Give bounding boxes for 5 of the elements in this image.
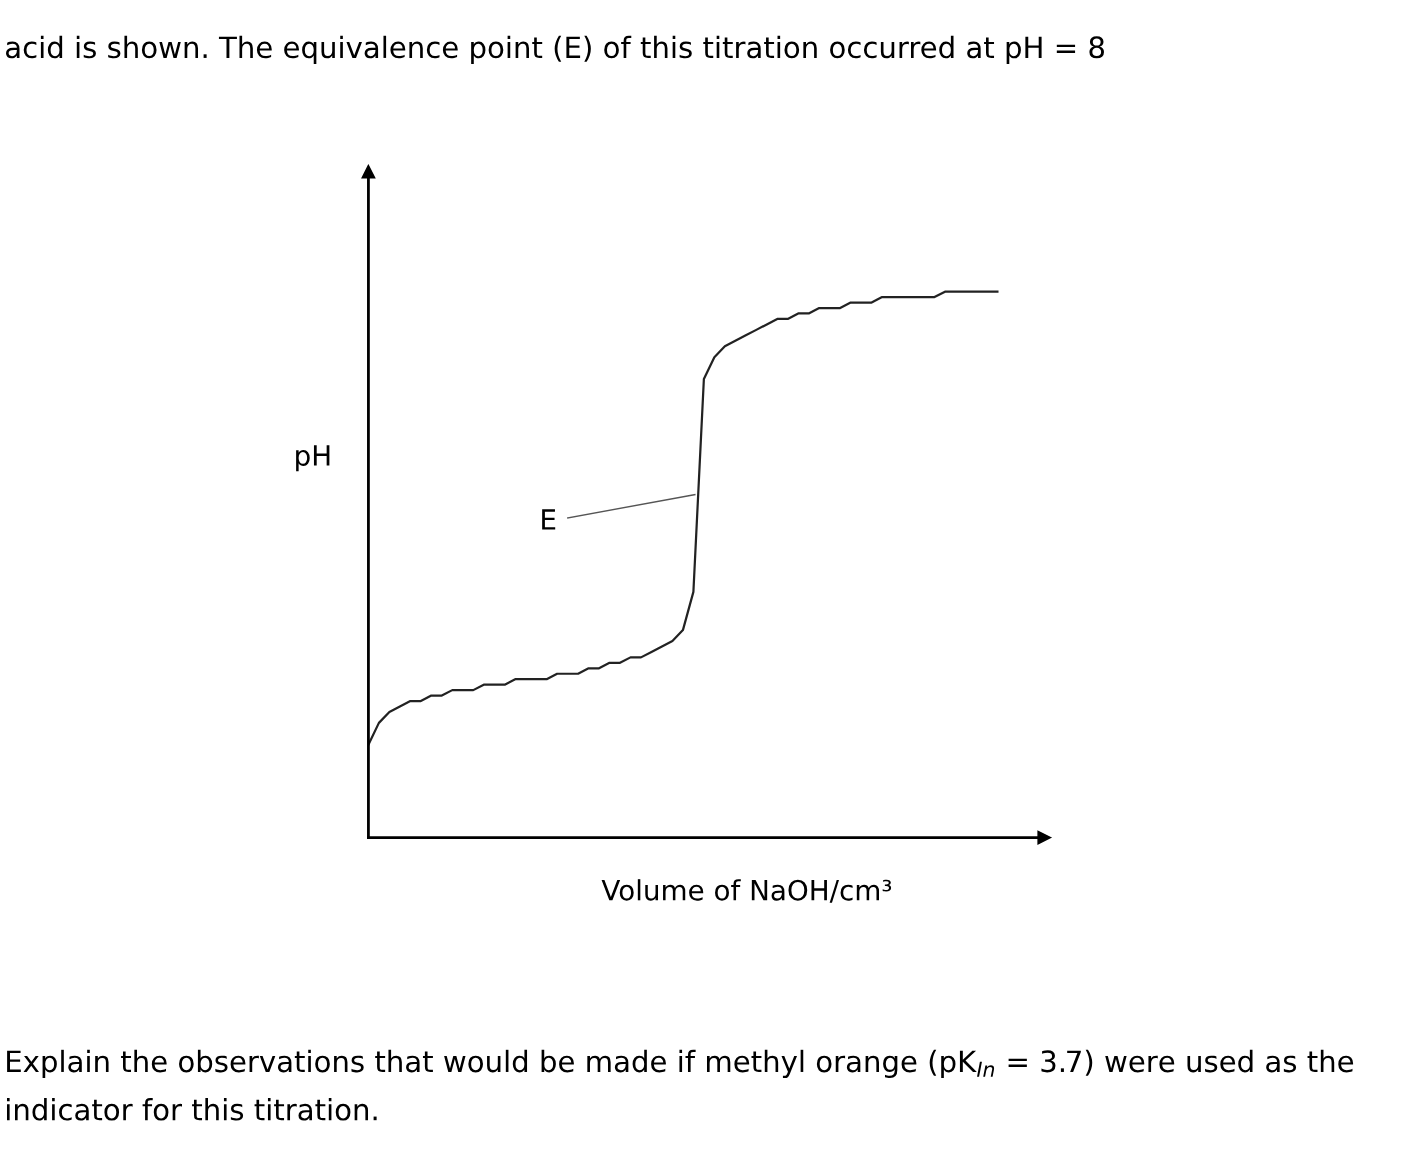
text: Explain the observations that would be made if methyl orange (pK$_{In}$ = 3.7) were used as the indicator for this titration. <box>7 1049 1354 1121</box>
x-axis-title: Volume of NaOH/cm³ <box>601 879 892 903</box>
y-axis-title: pH <box>296 445 330 472</box>
chart-title: acid is shown. The equivalence point (E) of this titration occurred at pH = 8 <box>6 35 1104 64</box>
annotation: E <box>542 509 556 530</box>
